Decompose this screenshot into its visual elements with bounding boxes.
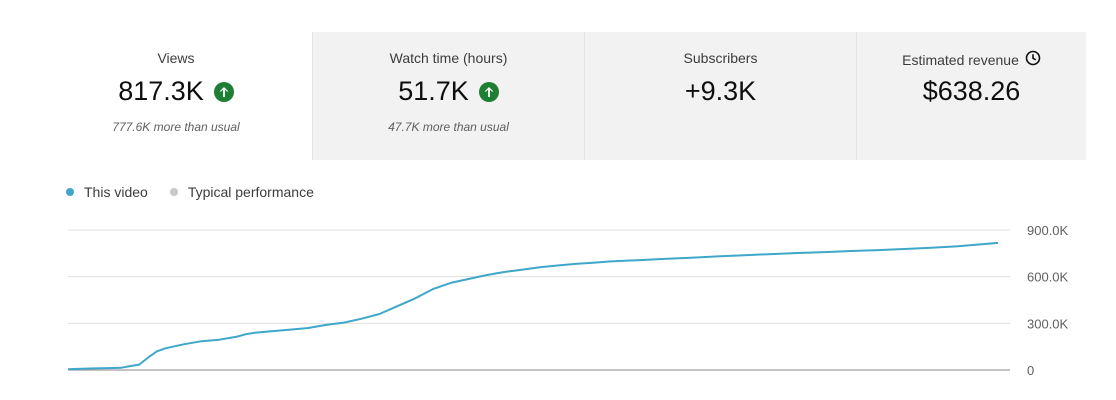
legend-label: This video xyxy=(84,184,148,200)
metric-title: Watch time (hours) xyxy=(389,50,508,66)
legend-dot xyxy=(66,188,74,196)
metric-title-row: Estimated revenue xyxy=(857,50,1086,69)
metric-card-subscribers[interactable]: Subscribers +9.3K xyxy=(584,32,856,160)
metric-value-row: +9.3K xyxy=(585,76,856,107)
metric-comparison: 47.7K more than usual xyxy=(388,120,509,134)
chart-legend: This video Typical performance xyxy=(66,184,336,200)
metric-title: Subscribers xyxy=(683,50,758,66)
metric-value-row: 817.3K xyxy=(40,76,312,107)
metric-value-row: 51.7K xyxy=(313,76,584,107)
metric-card-revenue[interactable]: Estimated revenue $638.26 xyxy=(856,32,1086,160)
legend-item-this-video[interactable]: This video xyxy=(66,184,148,200)
y-tick-label: 300.0K xyxy=(1027,316,1069,331)
metric-comparison: 777.6K more than usual xyxy=(112,120,240,134)
metric-cards: Views 817.3K 777.6K more than usual Watc… xyxy=(40,32,1086,160)
metric-value: 51.7K xyxy=(398,76,469,106)
series-line-this-video[interactable] xyxy=(67,241,999,371)
metric-value: 817.3K xyxy=(118,76,204,106)
metric-card-views[interactable]: Views 817.3K 777.6K more than usual xyxy=(40,32,312,160)
legend-dot xyxy=(169,188,178,196)
y-tick-label: 600.0K xyxy=(1027,270,1069,285)
metric-card-watch-time[interactable]: Watch time (hours) 51.7K 47.7K more than… xyxy=(312,32,584,160)
arrow-up-icon xyxy=(478,81,499,102)
clock-icon xyxy=(1025,50,1041,69)
legend-item-typical-performance[interactable]: Typical performance xyxy=(169,184,314,200)
y-tick-label: 900.0K xyxy=(1027,223,1069,238)
y-tick-label: 0 xyxy=(1027,363,1034,378)
legend-label: Typical performance xyxy=(187,184,314,200)
metric-value: $638.26 xyxy=(922,76,1021,106)
metric-title: Estimated revenue xyxy=(902,51,1019,68)
metric-value: +9.3K xyxy=(684,76,757,106)
metric-value-row: $638.26 xyxy=(857,76,1086,107)
arrow-up-icon xyxy=(213,81,234,102)
metric-title: Views xyxy=(157,50,195,66)
